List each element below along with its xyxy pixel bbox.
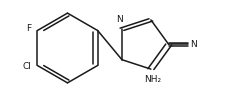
Text: F: F [26,24,31,33]
Text: Cl: Cl [23,62,32,71]
Text: NH₂: NH₂ [144,75,162,84]
Text: N: N [191,40,197,49]
Text: N: N [116,15,123,24]
